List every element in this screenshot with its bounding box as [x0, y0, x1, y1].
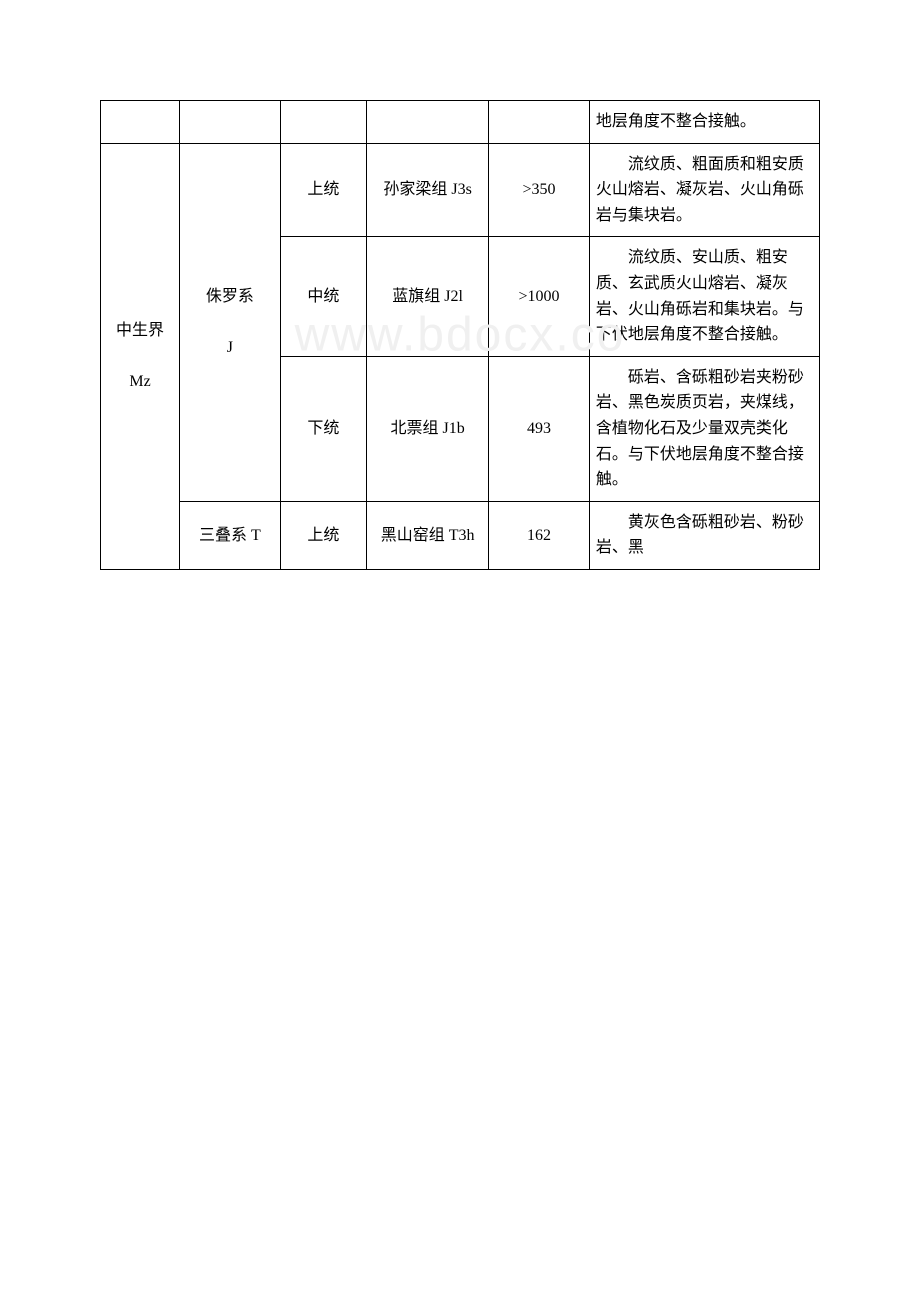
cell-series: 中统 [280, 237, 366, 356]
cell-description: 砾岩、含砾粗砂岩夹粉砂岩、黑色炭质页岩，夹煤线，含植物化石及少量双壳类化石。与下… [589, 356, 819, 501]
system-label: 侏罗系 [206, 288, 254, 305]
cell-formation: 孙家梁组 J3s [367, 143, 489, 237]
table-row: 中生界 Mz 侏罗系 J 上统 孙家梁组 J3s >350 流纹质、粗面质和粗安… [101, 143, 820, 237]
cell-description: 黄灰色含砾粗砂岩、粉砂岩、黑 [589, 501, 819, 569]
table-row: 地层角度不整合接触。 [101, 101, 820, 144]
cell-series: 下统 [280, 356, 366, 501]
era-code: Mz [129, 373, 150, 390]
cell-era: 中生界 Mz [101, 143, 180, 569]
cell-formation: 北票组 J1b [367, 356, 489, 501]
cell-description: 流纹质、粗面质和粗安质火山熔岩、凝灰岩、火山角砾岩与集块岩。 [589, 143, 819, 237]
cell-thickness: 162 [489, 501, 590, 569]
table-row: 三叠系 T 上统 黑山窑组 T3h 162 黄灰色含砾粗砂岩、粉砂岩、黑 [101, 501, 820, 569]
cell-empty [180, 101, 281, 144]
stratigraphy-table: 地层角度不整合接触。 中生界 Mz 侏罗系 J 上统 孙家梁组 J3s >350… [100, 100, 820, 570]
era-label: 中生界 [116, 322, 164, 339]
cell-empty [367, 101, 489, 144]
cell-empty [101, 101, 180, 144]
cell-formation: 黑山窑组 T3h [367, 501, 489, 569]
cell-description: 地层角度不整合接触。 [589, 101, 819, 144]
cell-thickness: >350 [489, 143, 590, 237]
cell-empty [489, 101, 590, 144]
cell-thickness: 493 [489, 356, 590, 501]
cell-thickness: >1000 [489, 237, 590, 356]
cell-series: 上统 [280, 501, 366, 569]
cell-description: 流纹质、安山质、粗安质、玄武质火山熔岩、凝灰岩、火山角砾岩和集块岩。与下伏地层角… [589, 237, 819, 356]
table-wrapper: www.bdocx.co 地层角度不整合接触。 中生界 Mz 侏罗系 J 上统 … [100, 100, 820, 570]
cell-empty [280, 101, 366, 144]
cell-system: 侏罗系 J [180, 143, 281, 501]
cell-formation: 蓝旗组 J2l [367, 237, 489, 356]
system-code: J [227, 339, 233, 356]
cell-system: 三叠系 T [180, 501, 281, 569]
cell-series: 上统 [280, 143, 366, 237]
